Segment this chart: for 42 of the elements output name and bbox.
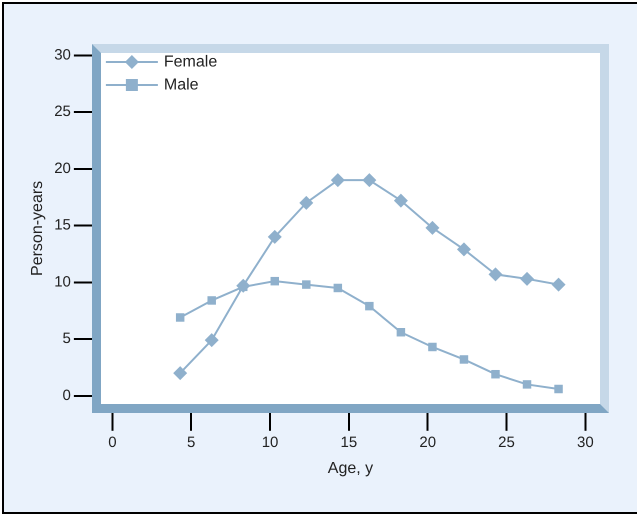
point bbox=[396, 328, 406, 336]
x-tick-label: 25 bbox=[498, 434, 515, 451]
point bbox=[270, 276, 280, 286]
x-axis-title: Age, y bbox=[328, 460, 374, 477]
point bbox=[428, 342, 437, 352]
y-axis-title: Person-years bbox=[29, 180, 46, 276]
y-tick-label: 10 bbox=[54, 273, 71, 290]
point bbox=[334, 284, 342, 292]
point bbox=[362, 173, 376, 188]
y-tick-label: 15 bbox=[54, 216, 71, 234]
x-tick-label: 15 bbox=[340, 434, 358, 451]
point bbox=[207, 296, 216, 305]
point bbox=[365, 302, 374, 310]
y-tick-label: 5 bbox=[62, 330, 71, 348]
y-tick-label: 20 bbox=[54, 160, 71, 177]
point bbox=[456, 242, 471, 256]
point bbox=[554, 384, 563, 394]
point bbox=[204, 333, 219, 348]
point bbox=[460, 355, 468, 364]
point bbox=[268, 230, 282, 244]
point bbox=[173, 366, 188, 380]
x-tick-label: 0 bbox=[108, 434, 117, 451]
point bbox=[491, 370, 500, 378]
point bbox=[552, 278, 566, 292]
point bbox=[425, 220, 440, 235]
legend-label: Female bbox=[164, 53, 218, 70]
point bbox=[299, 196, 314, 210]
y-tick-label: 25 bbox=[54, 103, 71, 120]
point bbox=[522, 380, 532, 389]
point bbox=[520, 272, 534, 286]
x-tick-label: 30 bbox=[577, 434, 594, 451]
x-tick-label: 20 bbox=[419, 434, 436, 451]
point bbox=[394, 194, 408, 208]
legend-label: Male bbox=[164, 76, 199, 94]
y-tick-label: 0 bbox=[62, 386, 71, 404]
point bbox=[176, 313, 184, 322]
point bbox=[330, 173, 345, 188]
y-tick-label: 30 bbox=[54, 46, 71, 64]
point bbox=[302, 280, 311, 289]
point bbox=[488, 267, 502, 282]
x-tick-label: 5 bbox=[187, 434, 196, 451]
x-tick-label: 10 bbox=[262, 434, 278, 451]
